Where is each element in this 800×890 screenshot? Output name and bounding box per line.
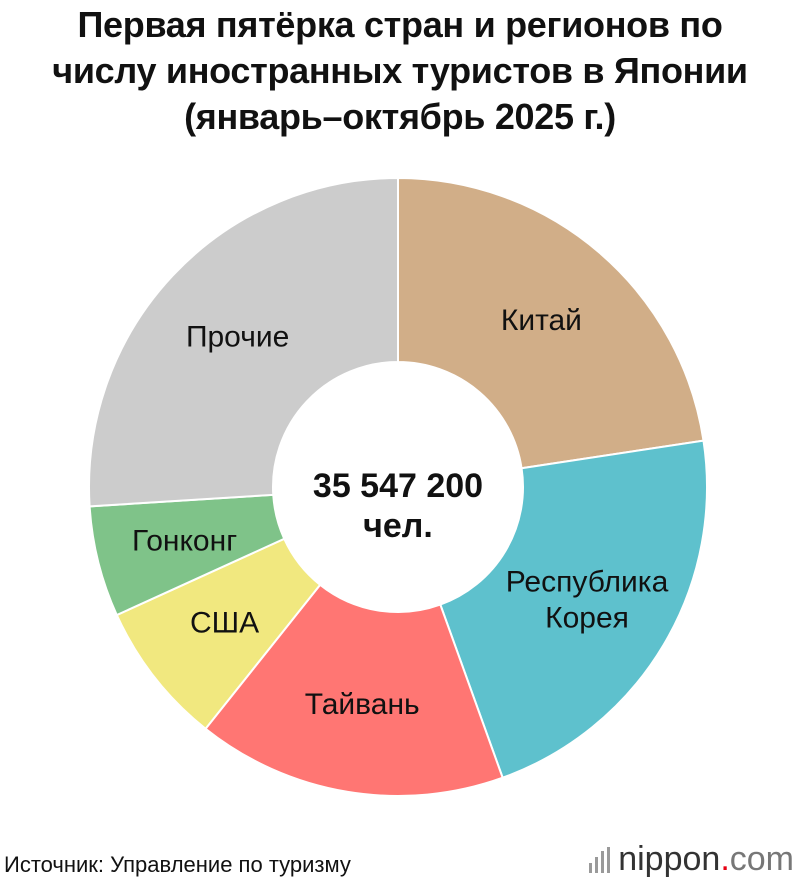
slice-0 (397, 176, 705, 470)
logo-bars-icon (589, 846, 611, 873)
slice-label-3-0: США (190, 606, 259, 639)
slice-label-0-0: Китай (501, 304, 582, 337)
chart-title: Первая пятёрка стран и регионов по числу… (0, 2, 800, 140)
brand-logo: nippon. com (589, 840, 794, 879)
slice-label-2-0: Тайвань (305, 688, 420, 721)
title-line-3: (январь–октябрь 2025 г.) (184, 96, 616, 137)
brand-suffix: com (729, 840, 794, 878)
slice-label-5-0: Прочие (186, 320, 289, 353)
title-line-2: числу иностранных туристов в Японии (52, 50, 748, 91)
slice-1 (439, 439, 708, 780)
slice-2 (204, 583, 504, 797)
slice-label-1-1: Корея (545, 602, 629, 635)
center-total-value: 35 547 200 (313, 467, 483, 505)
brand-dot: . (720, 840, 730, 878)
brand-name: nippon (618, 840, 721, 878)
title-line-1: Первая пятёрка стран и регионов по (77, 4, 723, 45)
slice-label-1-0: Республика (506, 566, 669, 599)
slices-group (88, 176, 708, 797)
center-total-unit: чел. (363, 507, 433, 545)
source-note: Источник: Управление по туризму (4, 852, 351, 877)
slice-5 (88, 176, 399, 508)
slice-label-4-0: Гонконг (132, 524, 237, 557)
